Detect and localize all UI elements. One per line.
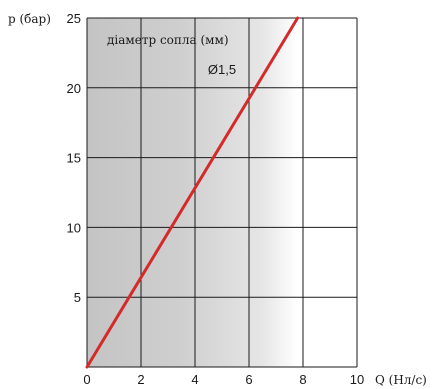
plot-background [87, 18, 357, 367]
x-tick-label-0: 0 [83, 372, 90, 387]
x-tick-label-1: 2 [137, 372, 144, 387]
series-layer: Ø1,5 [85, 16, 300, 369]
y-tick-label-1: 10 [67, 220, 81, 235]
y-axis-label: p (бар) [8, 12, 51, 26]
chart-annotation: діаметр сопла (мм) [107, 33, 229, 47]
x-tick-label-4: 8 [299, 372, 306, 387]
y-tick-label-3: 20 [67, 81, 81, 96]
y-tick-label-4: 25 [67, 11, 81, 26]
x-tick-label-3: 6 [245, 372, 252, 387]
grid [86, 17, 358, 368]
x-tick-label-2: 4 [191, 372, 198, 387]
tick-labels: 0 2 4 6 8 10 5 10 15 20 25 [67, 11, 365, 387]
series-line-0 [85, 16, 300, 369]
y-tick-label-0: 5 [74, 290, 81, 305]
x-axis-label: Q (Нл/с) [375, 373, 427, 387]
x-tick-label-5: 10 [350, 372, 364, 387]
series-label-0: Ø1,5 [208, 62, 236, 77]
y-tick-label-2: 15 [67, 151, 81, 166]
